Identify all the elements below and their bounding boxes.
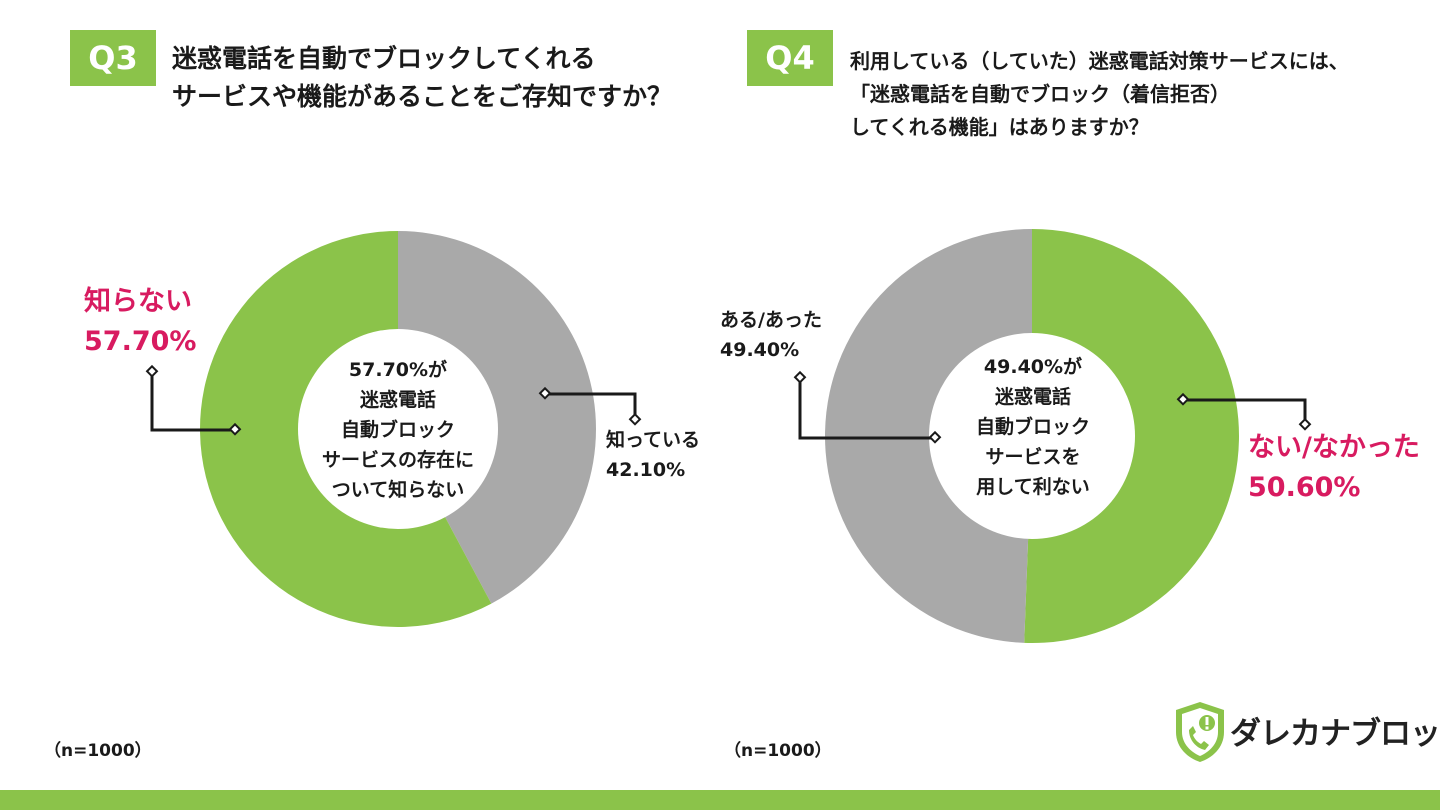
q4-center-text: 49.40%が 迷惑電話 自動ブロック サービスを 用して利ない: [933, 352, 1133, 502]
q3-leader-dot: [538, 386, 552, 400]
q4-center-line: 自動ブロック: [975, 416, 1090, 438]
q3-center-text: 57.70%が 迷惑電話 自動ブロック サービスの存在に ついて知らない: [298, 355, 498, 505]
brand-name: ダレカナブロック: [1230, 716, 1440, 752]
q4-center-line: 用して利ない: [976, 476, 1090, 498]
q3-center-line: 自動ブロック: [340, 419, 455, 441]
q3-donut-hole: [298, 329, 498, 529]
q3-title-line1: 迷惑電話を自動でブロックしてくれる: [172, 44, 596, 73]
q4-sample-size: （n=1000）: [724, 741, 832, 761]
q3-callout-unaware: 知らない 57.70%: [84, 282, 196, 362]
q4-leader-dot: [793, 370, 807, 384]
q4-center-line: サービスを: [985, 446, 1081, 468]
q3-sample-size: （n=1000）: [44, 741, 152, 761]
q3-leader-dot: [628, 412, 642, 426]
q4-center-line: 49.40%が: [983, 356, 1083, 378]
q4-yes-value: 49.40%: [720, 339, 800, 361]
q4-callout-yes: ある/あった 49.40%: [720, 305, 822, 365]
footer-bar: [0, 790, 1440, 810]
q4-title-line2: 「迷惑電話を自動でブロック（着信拒否）: [850, 82, 1230, 106]
q4-leader-line-right: [1183, 398, 1307, 425]
q3-unaware-value: 57.70%: [84, 326, 197, 357]
q3-leader-line-left: [150, 372, 235, 432]
q3-leader-dots: [145, 364, 642, 436]
q3-callout-aware: 知っている 42.10%: [606, 425, 700, 485]
q4-callout-no: ない/なかった 50.60%: [1248, 428, 1420, 508]
q4-donut-hole: [929, 333, 1135, 539]
q3-badge: Q3: [70, 30, 156, 86]
q3-leader-line-right: [545, 392, 637, 420]
q3-leader-lines: [150, 372, 637, 432]
q4-badge: Q4: [747, 30, 833, 86]
q4-title-line3: してくれる機能」はありますか？: [850, 115, 1149, 139]
q3-title: 迷惑電話を自動でブロックしてくれる サービスや機能があることをご存知ですか？: [172, 40, 672, 116]
q3-unaware-label: 知らない: [84, 286, 192, 317]
q4-slice-1: [825, 229, 1032, 643]
q4-center-line: 迷惑電話: [994, 386, 1071, 408]
q4-leader-line-left: [798, 378, 935, 440]
q4-title-line1: 利用している（していた）迷惑電話対策サービスには、: [850, 49, 1349, 73]
q3-aware-value: 42.10%: [606, 459, 686, 481]
q4-title: 利用している（していた）迷惑電話対策サービスには、 「迷惑電話を自動でブロック（…: [850, 45, 1349, 144]
q4-leader-dot: [1176, 392, 1190, 406]
q3-center-line: 迷惑電話: [359, 389, 436, 411]
shield-phone-icon: [1176, 702, 1224, 762]
q3-donut-chart: [200, 231, 597, 627]
q3-leader-dot: [228, 422, 242, 436]
q3-center-line: 57.70%が: [348, 359, 448, 381]
q3-center-line: ついて知らない: [331, 479, 465, 501]
q4-no-value: 50.60%: [1248, 472, 1361, 503]
q4-leader-lines: [798, 378, 1307, 440]
q4-yes-label: ある/あった: [720, 309, 822, 331]
q4-donut-chart: [825, 229, 1240, 643]
q4-no-label: ない/なかった: [1248, 432, 1420, 463]
q4-leader-dot: [928, 430, 942, 444]
q3-title-line2: サービスや機能があることをご存知ですか？: [172, 82, 673, 111]
q3-aware-label: 知っている: [606, 429, 701, 451]
brand-logo: ダレカナブロック: [1172, 700, 1440, 764]
q4-leader-dots: [793, 370, 1312, 444]
q3-leader-dot: [145, 364, 159, 378]
q3-center-line: サービスの存在に: [321, 449, 474, 471]
q4-leader-dot: [1298, 417, 1312, 431]
